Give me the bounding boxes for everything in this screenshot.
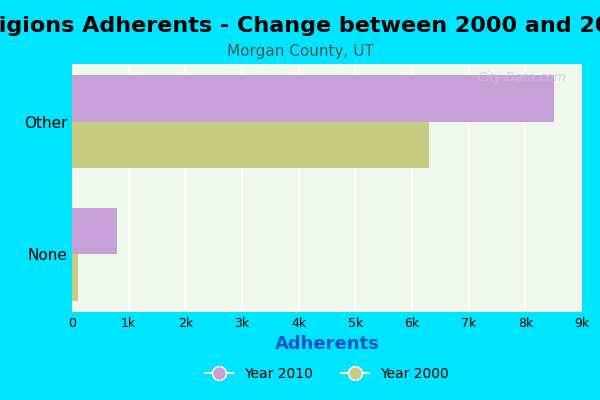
Text: City-Data.com: City-Data.com (478, 72, 567, 84)
Bar (72, 75, 554, 122)
X-axis label: Adherents: Adherents (275, 336, 379, 354)
Text: Morgan County, UT: Morgan County, UT (227, 44, 373, 59)
Bar (72, 208, 118, 254)
Bar (72, 122, 429, 168)
Legend: Year 2010, Year 2000: Year 2010, Year 2000 (200, 362, 454, 387)
Bar (72, 254, 77, 301)
Text: Religions Adherents - Change between 2000 and 2010: Religions Adherents - Change between 200… (0, 16, 600, 36)
